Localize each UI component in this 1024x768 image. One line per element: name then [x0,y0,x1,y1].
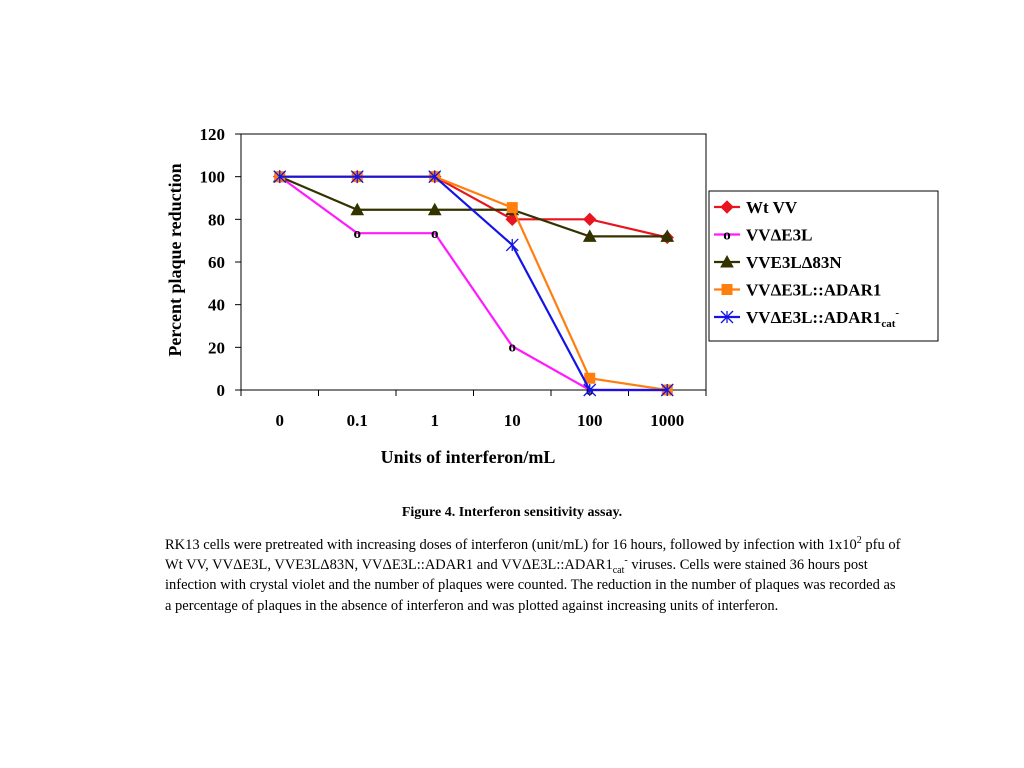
series-2-point: o [431,226,439,242]
square-marker [721,284,733,295]
square-marker [584,372,596,384]
series-line-5 [279,175,668,392]
legend-label: VVΔE3L::ADAR1 [746,281,881,300]
legend-label-part: Δ [771,308,782,327]
legend-item: VVΔE3L::ADAR1 [714,281,881,300]
series-5-point [273,170,287,184]
triangle-marker [427,202,442,216]
legend-label-part: VV [746,281,771,300]
series-4-point [506,202,518,214]
y-tick-label: 120 [200,125,226,144]
legend-label-part: VV [746,226,771,245]
figure-caption-title: Figure 4. Interferon sensitivity assay. [401,505,623,520]
series-5-point [505,238,519,252]
legend-label-part: E3L::ADAR1 [781,308,881,327]
series-5-point [350,170,364,184]
triangle-marker [660,229,675,242]
y-tick-label: 60 [208,253,225,272]
x-tick-label: 10 [504,411,521,430]
triangle-marker [350,202,365,216]
y-tick-label: 0 [217,381,226,400]
series-1-point [583,212,597,227]
legend-marker: o [723,228,731,244]
series-5-point [660,383,674,397]
series-3-point [582,229,597,242]
caption-sup-2: - [624,555,628,567]
diamond-marker [583,212,597,227]
o-marker: o [431,226,439,242]
x-tick-label: 0.1 [347,411,368,430]
legend-item: VVΔE3L::ADAR1cat- [714,307,899,330]
legend-label-part: Δ [771,226,782,245]
y-tick-label: 80 [208,210,225,229]
legend-label-part: VVE3L [746,253,802,272]
caption-text-1: RK13 cells were pretreated with increasi… [165,537,857,553]
legend-label-part: Wt VV [746,198,798,217]
caption-text-3: viruses. Cells were stained 36 hours pos… [165,557,896,614]
y-axis-label: Percent plaque reduction [165,163,185,356]
legend-item: VVE3LΔ83N [714,253,842,272]
series-line-1 [279,175,668,239]
x-tick-label: 100 [577,411,603,430]
series-2-point: o [354,226,362,242]
y-tick-label: 20 [208,338,225,357]
caption-sup-1: 2 [856,535,862,547]
caption-sub-1: cat [612,565,625,577]
diamond-marker [720,200,734,214]
x-axis-label: Units of interferon/mL [381,447,556,467]
legend-label-part: Δ [771,281,782,300]
triangle-marker [582,229,597,242]
series-3-point [427,202,442,216]
x-tick-label: 0 [276,411,285,430]
legend-marker [720,200,734,214]
legend-label-part: E3L [781,226,812,245]
legend-label: VVE3LΔ83N [746,253,842,272]
legend-label-part: VV [746,308,771,327]
series-line-3 [279,175,668,238]
plot-frame [240,133,707,391]
y-tick-label: 100 [200,168,226,187]
o-marker: o [354,226,362,242]
legend-item: Wt VV [714,198,798,217]
series-5-point [428,170,442,184]
series-3-point [350,202,365,216]
legend-marker [720,310,734,324]
legend-label-part: cat [881,318,895,330]
legend-label-part: - [895,307,899,319]
series-2-point: o [509,339,517,355]
series-3-point [660,229,675,242]
legend-label-part: E3L::ADAR1 [781,281,881,300]
o-marker: o [723,228,731,244]
caption-text-2: pfu of Wt VV, VVΔE3L, VVE3LΔ83N, VVΔE3L:… [165,537,901,574]
legend-marker [720,254,734,268]
figure-caption-body: RK13 cells were pretreated with increasi… [165,535,905,616]
series-4-point [584,372,596,384]
o-marker: o [509,339,517,355]
x-tick-label: 1000 [650,411,684,430]
legend-label: Wt VV [746,198,798,217]
legend-label: VVΔE3L [746,226,812,245]
legend-marker [721,284,733,295]
series-5-point [583,383,597,397]
legend-label-part: 83N [812,253,842,272]
legend-label-part: Δ [802,253,813,272]
legend: Wt VVo VVΔE3LVVE3LΔ83NVVΔE3L::ADAR1VVΔE3L… [708,190,939,342]
triangle-marker [720,254,734,268]
legend-item: o VVΔE3L [714,226,812,245]
square-marker [506,202,518,214]
legend-label: VVΔE3L::ADAR1cat- [746,307,899,330]
x-tick-label: 1 [431,411,440,430]
legend-box [708,190,939,342]
y-tick-label: 40 [208,296,225,315]
